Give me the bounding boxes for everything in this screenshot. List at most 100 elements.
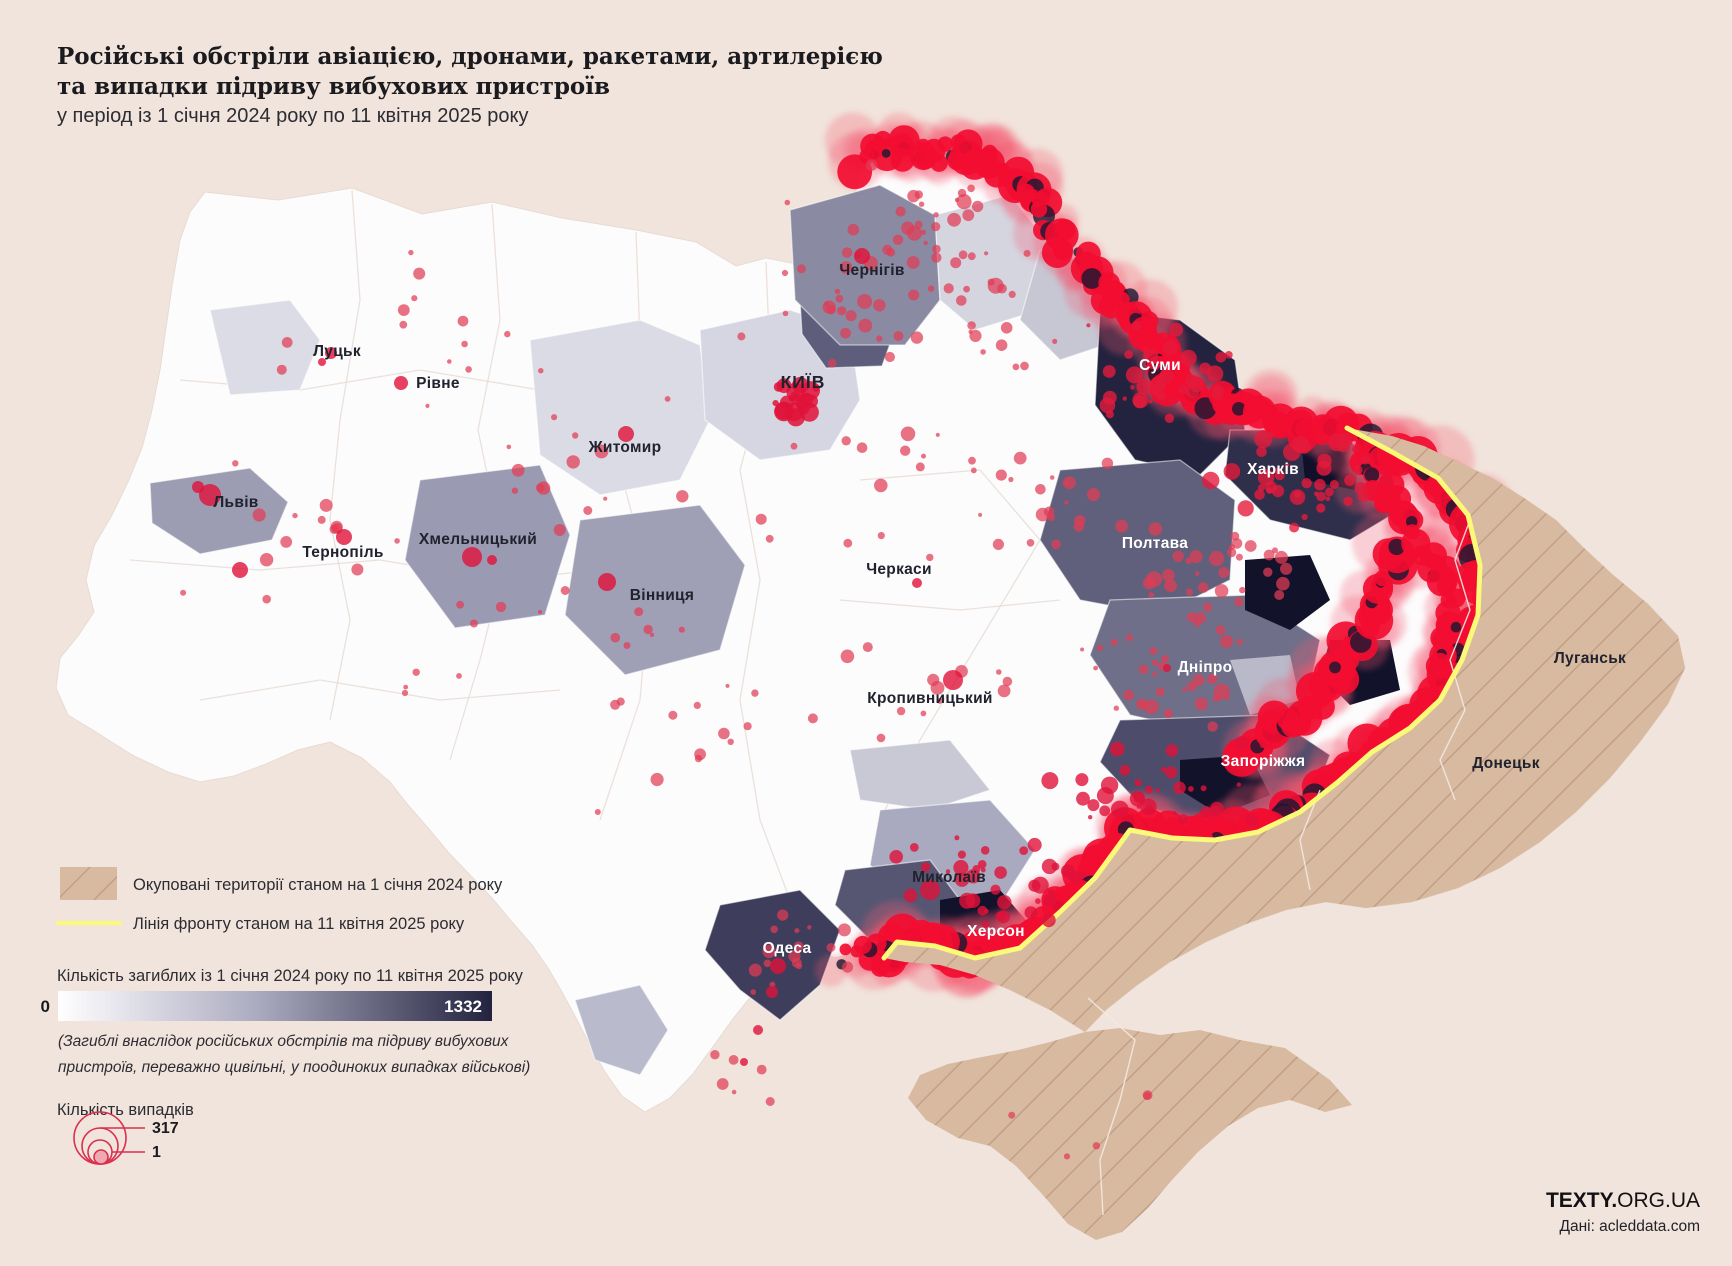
- incident-dot: [1140, 701, 1147, 708]
- incident-dot: [1188, 786, 1194, 792]
- incident-dot: [1263, 567, 1273, 577]
- cases-scale-max: 317: [152, 1120, 179, 1137]
- incident-dot: [1185, 588, 1193, 596]
- map-label-кропивницький: Кропивницький: [867, 690, 992, 707]
- incident-dot: [936, 697, 943, 704]
- incident-dot: [876, 733, 886, 743]
- incident-dot: [1194, 571, 1200, 576]
- incident-dot: [950, 257, 962, 269]
- incident-dot: [956, 295, 967, 306]
- incident-dot: [980, 867, 986, 873]
- incident-dot: [977, 905, 988, 916]
- incident-dot: [668, 710, 678, 720]
- incident-dot: [1329, 480, 1339, 489]
- incident-dot: [784, 199, 791, 206]
- incident-dot: [795, 962, 803, 970]
- map-label-миколаїв: Миколаїв: [912, 869, 986, 886]
- incident-dot: [1360, 454, 1371, 465]
- incident-dot: [1149, 364, 1155, 370]
- incident-dot: [1406, 516, 1418, 528]
- incident-dot: [923, 240, 928, 246]
- title-line2: та випадки підриву вибухових пристроїв: [57, 73, 610, 100]
- map-label-харків: Харків: [1247, 461, 1299, 478]
- incident-dot: [447, 359, 452, 364]
- incident-dot: [857, 294, 873, 309]
- incident-dot: [1314, 478, 1326, 491]
- incident-dot: [793, 941, 804, 952]
- incident-dot: [1041, 913, 1056, 928]
- incident-dot: [1218, 567, 1230, 578]
- incident-dot: [1199, 362, 1212, 375]
- occupied-east: [884, 428, 1685, 1032]
- incident-dot: [777, 909, 789, 921]
- incident-dot: [980, 349, 986, 355]
- incident-dot: [1162, 332, 1169, 339]
- incident-dot: [967, 252, 976, 261]
- incident-dot: [1124, 350, 1133, 359]
- incident-dot: [728, 1055, 739, 1065]
- incident-dot: [845, 310, 857, 322]
- incident-dot: [694, 748, 706, 761]
- incident-dot: [710, 1050, 720, 1060]
- incident-dot: [762, 944, 776, 959]
- incident-dot: [1329, 661, 1341, 674]
- incident-dot: [487, 555, 497, 565]
- map-label-дніпро: Дніпро: [1178, 659, 1233, 676]
- incident-dot: [1200, 806, 1213, 818]
- incident-dot: [930, 154, 948, 172]
- incident-dot: [1182, 686, 1188, 692]
- incident-dot: [977, 860, 987, 869]
- incident-dot: [743, 722, 752, 731]
- incident-dot: [1019, 846, 1029, 855]
- incident-dot: [874, 478, 888, 493]
- incident-dot: [937, 136, 953, 152]
- incident-dot: [900, 426, 916, 442]
- incident-dot: [1155, 687, 1165, 697]
- incident-dot: [232, 562, 248, 578]
- incident-dot: [921, 453, 926, 459]
- incident-dot: [1133, 791, 1145, 803]
- deaths-scale-max: 1332: [444, 997, 482, 1016]
- incident-dot: [807, 925, 812, 930]
- incident-dot: [394, 376, 408, 390]
- incident-dot: [1143, 347, 1150, 353]
- incident-dot: [1148, 592, 1155, 598]
- incident-dot: [280, 536, 293, 548]
- incident-dot: [1388, 538, 1405, 556]
- incident-dot: [1234, 736, 1249, 751]
- map-label-київ: КИЇВ: [781, 372, 826, 392]
- incident-dot: [1316, 460, 1332, 476]
- occupied-legend-label: Окуповані території станом на 1 січня 20…: [133, 876, 503, 894]
- incident-dot: [1119, 764, 1131, 776]
- incident-dot: [1074, 514, 1086, 527]
- map-label-одеса: Одеса: [763, 940, 812, 957]
- incident-dot: [465, 366, 472, 373]
- map-label-полтава: Полтава: [1122, 535, 1188, 552]
- incident-dot: [1064, 500, 1069, 505]
- incident-dot: [882, 244, 893, 255]
- region-volyn-patch: [209, 299, 321, 396]
- incident-dot: [1043, 506, 1055, 518]
- incident-dot: [797, 264, 806, 274]
- incident-dot: [1163, 340, 1178, 355]
- incident-dot: [1426, 565, 1458, 597]
- incident-dot: [797, 401, 810, 415]
- incident-dot: [954, 835, 960, 841]
- incident-dot: [982, 921, 989, 929]
- incident-dot: [1207, 673, 1218, 685]
- incident-dot: [511, 463, 525, 477]
- incident-dot: [1215, 352, 1227, 363]
- map-label-вінниця: Вінниця: [630, 587, 694, 604]
- incident-dot: [958, 250, 968, 260]
- incident-dot: [896, 706, 906, 716]
- incident-dot: [1093, 665, 1098, 671]
- incident-dot: [1231, 538, 1243, 549]
- incident-dot: [1148, 399, 1153, 404]
- incident-dot: [1051, 539, 1061, 550]
- incident-dot: [1078, 870, 1086, 878]
- incident-dot: [983, 150, 998, 166]
- incident-dot: [276, 364, 287, 375]
- incident-dot: [1028, 879, 1041, 892]
- incident-dot: [1035, 484, 1046, 495]
